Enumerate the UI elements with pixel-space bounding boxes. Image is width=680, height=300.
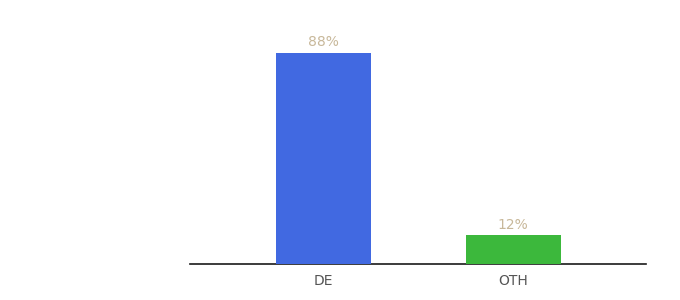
Text: 12%: 12% xyxy=(498,218,528,232)
Bar xyxy=(276,53,371,264)
Bar xyxy=(466,235,560,264)
Text: 88%: 88% xyxy=(308,35,339,49)
